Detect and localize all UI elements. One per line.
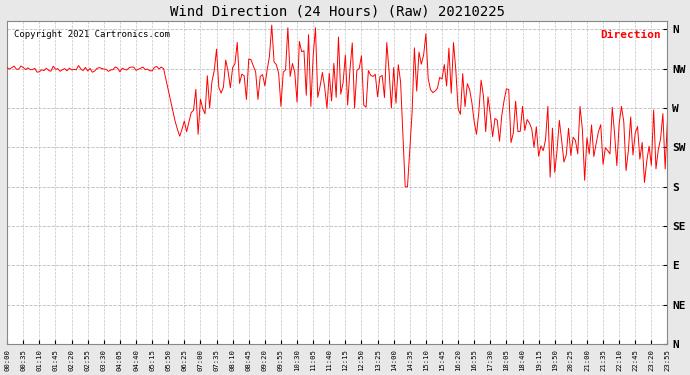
Text: Copyright 2021 Cartronics.com: Copyright 2021 Cartronics.com: [14, 30, 170, 39]
Title: Wind Direction (24 Hours) (Raw) 20210225: Wind Direction (24 Hours) (Raw) 20210225: [170, 4, 505, 18]
Text: Direction: Direction: [600, 30, 661, 40]
